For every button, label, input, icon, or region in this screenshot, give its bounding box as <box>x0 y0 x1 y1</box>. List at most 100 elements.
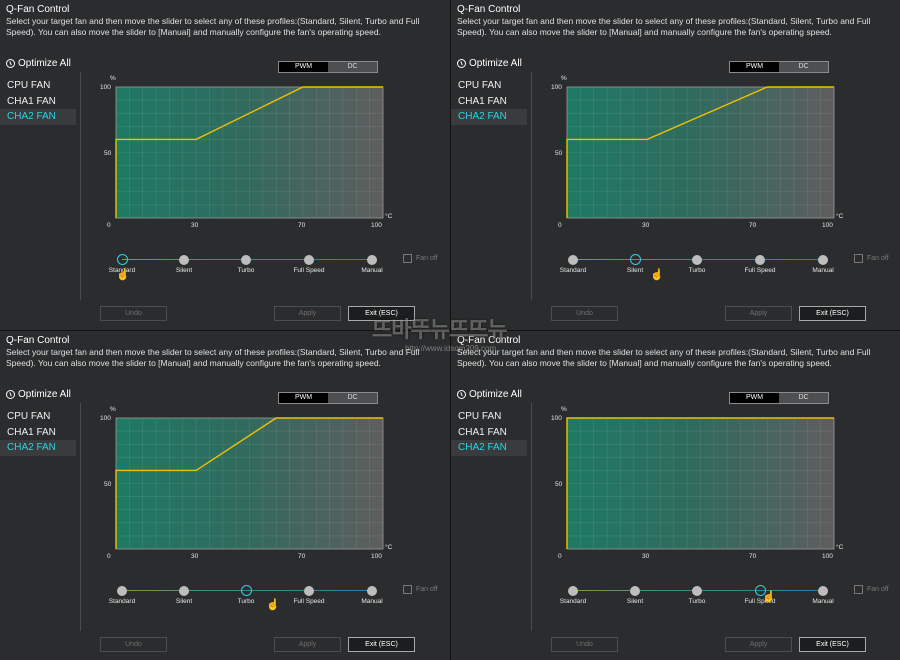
graph-background <box>567 87 834 218</box>
optimize-icon <box>457 59 466 68</box>
mode-toggle[interactable]: PWM DC <box>729 61 829 73</box>
profile-slider-stop[interactable] <box>240 585 252 596</box>
fan-off-checkbox[interactable] <box>403 254 412 263</box>
optimize-all-button[interactable]: Optimize All <box>6 58 71 69</box>
x-tick-label: 70 <box>298 222 306 229</box>
mode-toggle[interactable]: PWM DC <box>729 392 829 404</box>
fan-curve-graph[interactable] <box>115 417 384 550</box>
profile-slider-stop[interactable] <box>629 254 641 265</box>
profile-slider-stop[interactable] <box>818 586 828 596</box>
apply-button[interactable]: Apply <box>274 306 341 321</box>
fan-off-option[interactable]: Fan off <box>854 254 889 263</box>
mode-dc-button[interactable]: DC <box>779 62 828 72</box>
apply-button[interactable]: Apply <box>274 637 341 652</box>
profile-slider[interactable]: Standard Silent Turbo Full Speed Manual <box>551 253 841 279</box>
apply-button[interactable]: Apply <box>725 306 792 321</box>
profile-slider-stop[interactable] <box>692 586 702 596</box>
fan-item[interactable]: CHA2 FAN <box>0 109 76 125</box>
optimize-all-button[interactable]: Optimize All <box>6 389 71 400</box>
y-tick-label: 50 <box>104 150 112 157</box>
undo-button[interactable]: Undo <box>100 637 167 652</box>
graph-background <box>116 418 383 549</box>
x-tick-label: 0 <box>558 222 562 229</box>
profile-slider-stop[interactable] <box>818 255 828 265</box>
fan-off-option[interactable]: Fan off <box>403 254 438 263</box>
x-axis-unit: °C <box>385 544 393 551</box>
fan-off-checkbox[interactable] <box>854 585 863 594</box>
mode-toggle[interactable]: PWM DC <box>278 61 378 73</box>
mode-dc-button[interactable]: DC <box>328 62 377 72</box>
mode-dc-button[interactable]: DC <box>328 393 377 403</box>
profile-slider-stop[interactable] <box>116 254 128 265</box>
undo-button[interactable]: Undo <box>551 637 618 652</box>
fan-item[interactable]: CHA1 FAN <box>458 95 507 107</box>
mode-toggle[interactable]: PWM DC <box>278 392 378 404</box>
profile-slider-stop[interactable] <box>568 586 578 596</box>
fan-item[interactable]: CHA1 FAN <box>458 426 507 438</box>
exit-button[interactable]: Exit (ESC) <box>799 637 866 652</box>
profile-slider[interactable]: Standard Silent Turbo Full Speed Manual <box>551 584 841 610</box>
profile-label: Turbo <box>688 598 706 605</box>
fan-off-checkbox[interactable] <box>854 254 863 263</box>
profile-slider-stop[interactable] <box>568 255 578 265</box>
x-tick-label: 0 <box>558 553 562 560</box>
fan-off-checkbox[interactable] <box>403 585 412 594</box>
fan-curve-graph[interactable] <box>115 86 384 219</box>
fan-curve-graph[interactable] <box>566 417 835 550</box>
undo-button[interactable]: Undo <box>551 306 618 321</box>
profile-slider-stop[interactable] <box>692 255 702 265</box>
fan-item[interactable]: CPU FAN <box>7 411 51 422</box>
profile-slider-stop[interactable] <box>304 586 314 596</box>
hand-cursor-icon: ☝ <box>266 599 280 611</box>
x-tick-label: 0 <box>107 222 111 229</box>
optimize-all-button[interactable]: Optimize All <box>457 389 522 400</box>
profile-slider-stop[interactable] <box>179 255 189 265</box>
hand-cursor-icon: ☝ <box>650 269 664 281</box>
profile-slider[interactable]: Standard Silent Turbo Full Speed Manual <box>100 584 390 610</box>
fan-item[interactable]: CHA2 FAN <box>0 440 76 456</box>
window-title: Q-Fan Control <box>6 4 70 15</box>
mode-pwm-button[interactable]: PWM <box>279 393 328 403</box>
fan-item[interactable]: CHA1 FAN <box>7 95 56 107</box>
exit-button[interactable]: Exit (ESC) <box>348 637 415 652</box>
fan-item[interactable]: CHA2 FAN <box>451 109 527 125</box>
fan-item[interactable]: CPU FAN <box>458 80 502 91</box>
profile-slider-stop[interactable] <box>179 586 189 596</box>
optimize-all-label: Optimize All <box>469 389 522 400</box>
mode-pwm-button[interactable]: PWM <box>730 393 779 403</box>
profile-slider-stop[interactable] <box>630 586 640 596</box>
fan-item[interactable]: CPU FAN <box>7 80 51 91</box>
fan-item[interactable]: CHA1 FAN <box>7 426 56 438</box>
profile-slider-stop[interactable] <box>117 586 127 596</box>
mode-dc-button[interactable]: DC <box>779 393 828 403</box>
undo-button[interactable]: Undo <box>100 306 167 321</box>
divider <box>80 403 81 631</box>
fan-item[interactable]: CHA2 FAN <box>451 440 527 456</box>
profile-slider-stop[interactable] <box>367 255 377 265</box>
profile-slider-stop[interactable] <box>754 585 766 596</box>
apply-button[interactable]: Apply <box>725 637 792 652</box>
fan-off-option[interactable]: Fan off <box>403 585 438 594</box>
profile-slider-stop[interactable] <box>304 255 314 265</box>
mode-pwm-button[interactable]: PWM <box>279 62 328 72</box>
instructions-text: Select your target fan and then move the… <box>6 347 420 368</box>
qfan-panel: Q-Fan Control Select your target fan and… <box>450 0 900 330</box>
profile-slider-stop[interactable] <box>241 255 251 265</box>
fan-curve-graph[interactable] <box>566 86 835 219</box>
optimize-icon <box>6 390 15 399</box>
profile-slider-stop[interactable] <box>367 586 377 596</box>
x-tick-label: 70 <box>749 553 757 560</box>
fan-curve-line <box>566 417 834 549</box>
qfan-panel: Q-Fan Control Select your target fan and… <box>0 0 450 330</box>
exit-button[interactable]: Exit (ESC) <box>348 306 415 321</box>
y-tick-label: 100 <box>100 415 111 422</box>
profile-slider[interactable]: Standard Silent Turbo Full Speed Manual <box>100 253 390 279</box>
profile-label: Manual <box>812 267 834 274</box>
profile-slider-stop[interactable] <box>755 255 765 265</box>
optimize-all-button[interactable]: Optimize All <box>457 58 522 69</box>
profile-label: Standard <box>108 598 136 605</box>
fan-off-option[interactable]: Fan off <box>854 585 889 594</box>
fan-item[interactable]: CPU FAN <box>458 411 502 422</box>
mode-pwm-button[interactable]: PWM <box>730 62 779 72</box>
exit-button[interactable]: Exit (ESC) <box>799 306 866 321</box>
